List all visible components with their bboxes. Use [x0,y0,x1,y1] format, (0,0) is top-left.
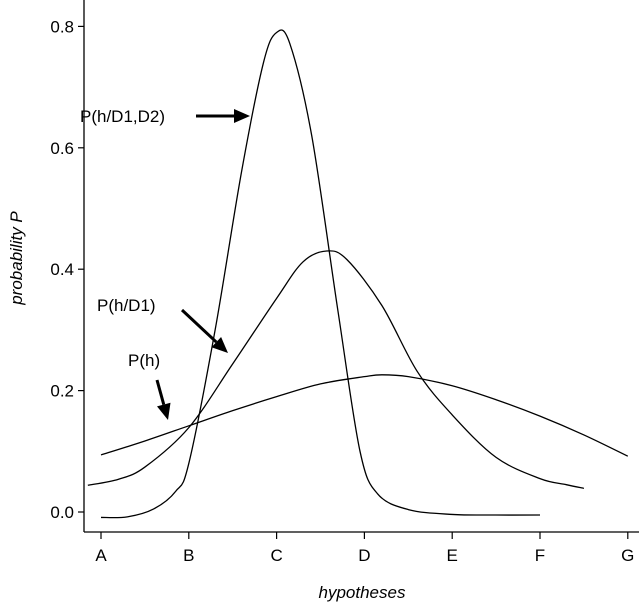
annotation-label: P(h/D1) [97,296,156,315]
y-tick-label: 0.4 [50,260,74,279]
x-tick-label: A [95,546,107,565]
y-tick-label: 0.8 [50,17,74,36]
y-axis-title: probability P [7,211,26,306]
axes: 0.0 0.2 0.4 0.6 0.8 A B C D E F G [50,0,639,565]
y-tick-label: 0.2 [50,382,74,401]
x-axis-title: hypotheses [319,583,406,602]
arrow-head [211,337,228,353]
arrow-head [157,402,171,420]
x-tick-label: E [447,546,458,565]
x-tick-label: D [358,546,370,565]
annotation-arrow [180,308,218,344]
annotation-label: P(h/D1,D2) [80,107,165,126]
annotation-label: P(h) [128,351,160,370]
annotation-arrow [155,379,166,405]
y-tick-label: 0.6 [50,139,74,158]
annotation-layer: P(h/D1,D2) P(h/D1) P(h) [80,107,250,420]
x-tick-label: C [270,546,282,565]
series-line-P(h/D1,D2) [100,29,541,519]
series-layer [87,29,629,519]
y-tick-label: 0.0 [50,503,74,522]
series-line-P(h) [100,374,629,457]
x-tick-label: B [183,546,194,565]
x-tick-label: F [535,546,545,565]
arrow-head [234,109,250,123]
series-line-P(h/D1) [87,250,585,489]
x-tick-label: G [621,546,634,565]
